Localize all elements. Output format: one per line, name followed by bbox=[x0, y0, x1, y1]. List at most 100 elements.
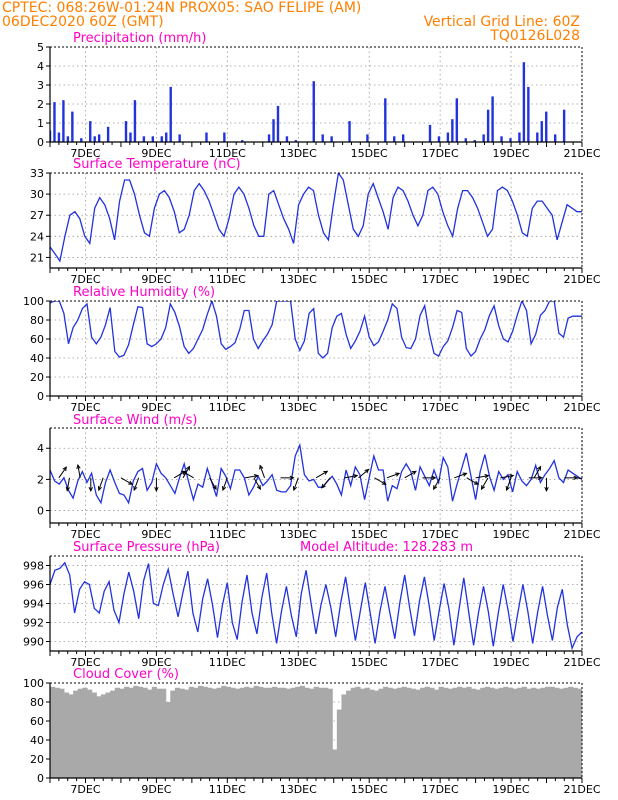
cloud-bar bbox=[161, 688, 167, 778]
panel-3: 0 2 4 7DEC 9DEC 11DEC 13DEC 15DEC 17DEC 19DEC 21DE… bbox=[37, 413, 601, 541]
cloud-bar bbox=[202, 686, 208, 778]
cloud-bar bbox=[184, 689, 190, 778]
x-tick-label: 17DEC bbox=[422, 656, 459, 669]
wind-arrowhead bbox=[473, 480, 480, 485]
x-tick-label: 17DEC bbox=[422, 528, 459, 541]
panel-title: Precipitation (mm/h) bbox=[73, 31, 206, 46]
wind-arrowhead bbox=[185, 465, 191, 471]
y-tick-label: 100 bbox=[23, 677, 44, 690]
x-tick-label: 11DEC bbox=[209, 147, 246, 160]
precip-bar bbox=[536, 132, 539, 142]
cloud-bar bbox=[165, 702, 171, 778]
cloud-bar bbox=[96, 696, 102, 778]
y-tick-label: 998 bbox=[23, 560, 44, 573]
cloud-bar bbox=[124, 686, 130, 778]
wind-arrow bbox=[182, 470, 194, 479]
cloud-bar bbox=[253, 685, 259, 778]
wind-arrowhead bbox=[462, 472, 468, 477]
y-tick-label: 0 bbox=[37, 390, 44, 403]
cloud-bar bbox=[554, 687, 560, 778]
cloud-bar bbox=[147, 689, 153, 778]
header-model-id: TQ0126L028 bbox=[490, 28, 580, 44]
precip-bar bbox=[522, 62, 526, 142]
series-3 bbox=[50, 442, 582, 505]
x-tick-label: 19DEC bbox=[493, 401, 530, 414]
precip-bar bbox=[151, 136, 155, 142]
wind-arrow bbox=[66, 477, 70, 491]
precip-bar bbox=[71, 111, 74, 142]
wind-arrow bbox=[253, 477, 261, 490]
wind-arrow bbox=[358, 469, 369, 479]
x-tick-label: 7DEC bbox=[70, 783, 100, 796]
precip-bar bbox=[205, 132, 208, 142]
cloud-bar bbox=[359, 688, 366, 778]
cloud-bar bbox=[568, 686, 574, 778]
precip-bar bbox=[165, 132, 168, 142]
cloud-bar bbox=[447, 688, 454, 778]
cloud-bar bbox=[466, 686, 472, 778]
cloud-bar bbox=[211, 688, 218, 778]
wind-arrow bbox=[293, 477, 299, 491]
cloud-bar bbox=[438, 686, 444, 778]
cloud-bar bbox=[91, 692, 97, 778]
y-tick-label: 60 bbox=[30, 715, 44, 728]
y-tick-label: 1 bbox=[37, 117, 44, 130]
x-tick-label: 17DEC bbox=[422, 273, 459, 286]
x-tick-label: 9DEC bbox=[141, 528, 171, 541]
x-tick-label: 21DEC bbox=[563, 401, 600, 414]
cloud-bar bbox=[198, 685, 204, 778]
x-tick-label: 9DEC bbox=[141, 273, 171, 286]
cloud-bar bbox=[396, 687, 403, 778]
precip-bar bbox=[53, 102, 56, 142]
wind-arrow bbox=[244, 475, 258, 479]
y-tick-label: 2 bbox=[37, 473, 44, 486]
cloud-bar bbox=[304, 687, 310, 778]
cloud-bar bbox=[582, 688, 587, 778]
y-tick-label: 80 bbox=[30, 314, 44, 327]
panel-title: Surface Pressure (hPa) bbox=[73, 540, 220, 555]
cloud-bar bbox=[258, 686, 264, 778]
y-tick-label: 27 bbox=[30, 209, 44, 222]
precip-bar bbox=[518, 132, 521, 142]
precip-bar bbox=[509, 138, 512, 142]
cloud-bar bbox=[128, 687, 134, 778]
precip-bar bbox=[491, 96, 494, 142]
cloud-bar bbox=[558, 688, 565, 778]
cloud-bar bbox=[73, 690, 79, 778]
cloud-bar bbox=[461, 687, 467, 778]
cloud-bar bbox=[299, 685, 306, 778]
cloud-bar bbox=[498, 687, 504, 778]
wind-arrowhead bbox=[431, 475, 437, 481]
y-tick-label: 33 bbox=[30, 167, 44, 180]
y-tick-label: 40 bbox=[30, 352, 44, 365]
cloud-bar bbox=[290, 687, 296, 778]
cloud-bar bbox=[137, 686, 144, 778]
wind-arrow bbox=[466, 477, 479, 485]
header-grid-info: Vertical Grid Line: 60Z bbox=[423, 14, 580, 30]
x-tick-label: 9DEC bbox=[141, 401, 171, 414]
cloud-bar bbox=[193, 687, 199, 778]
y-tick-label: 21 bbox=[30, 251, 44, 264]
precip-bar bbox=[129, 132, 132, 142]
cloud-bar bbox=[512, 688, 518, 778]
x-tick-label: 7DEC bbox=[70, 273, 100, 286]
x-tick-label: 7DEC bbox=[70, 656, 100, 669]
cloud-bar bbox=[378, 688, 384, 778]
cloud-bar bbox=[174, 687, 181, 778]
cloud-bar bbox=[285, 688, 292, 778]
panel-subtitle: Model Altitude: 128.283 m bbox=[300, 540, 473, 555]
precip-bar bbox=[545, 111, 548, 142]
x-tick-label: 13DEC bbox=[280, 783, 317, 796]
precip-bar bbox=[267, 134, 271, 142]
series-5 bbox=[50, 685, 587, 778]
series-line bbox=[50, 173, 582, 263]
y-tick-label: 992 bbox=[23, 617, 44, 630]
cloud-bar bbox=[392, 688, 398, 778]
wind-arrowhead bbox=[181, 470, 187, 475]
wind-arrowhead bbox=[292, 486, 298, 492]
y-tick-label: 24 bbox=[30, 230, 44, 243]
series-4 bbox=[50, 561, 582, 651]
x-tick-label: 21DEC bbox=[563, 273, 600, 286]
series-line bbox=[50, 442, 582, 505]
panel-5: 0 20 40 60 80 100 7DEC 9DEC 11DEC 13DEC 15DEC 17DEC… bbox=[23, 667, 601, 796]
